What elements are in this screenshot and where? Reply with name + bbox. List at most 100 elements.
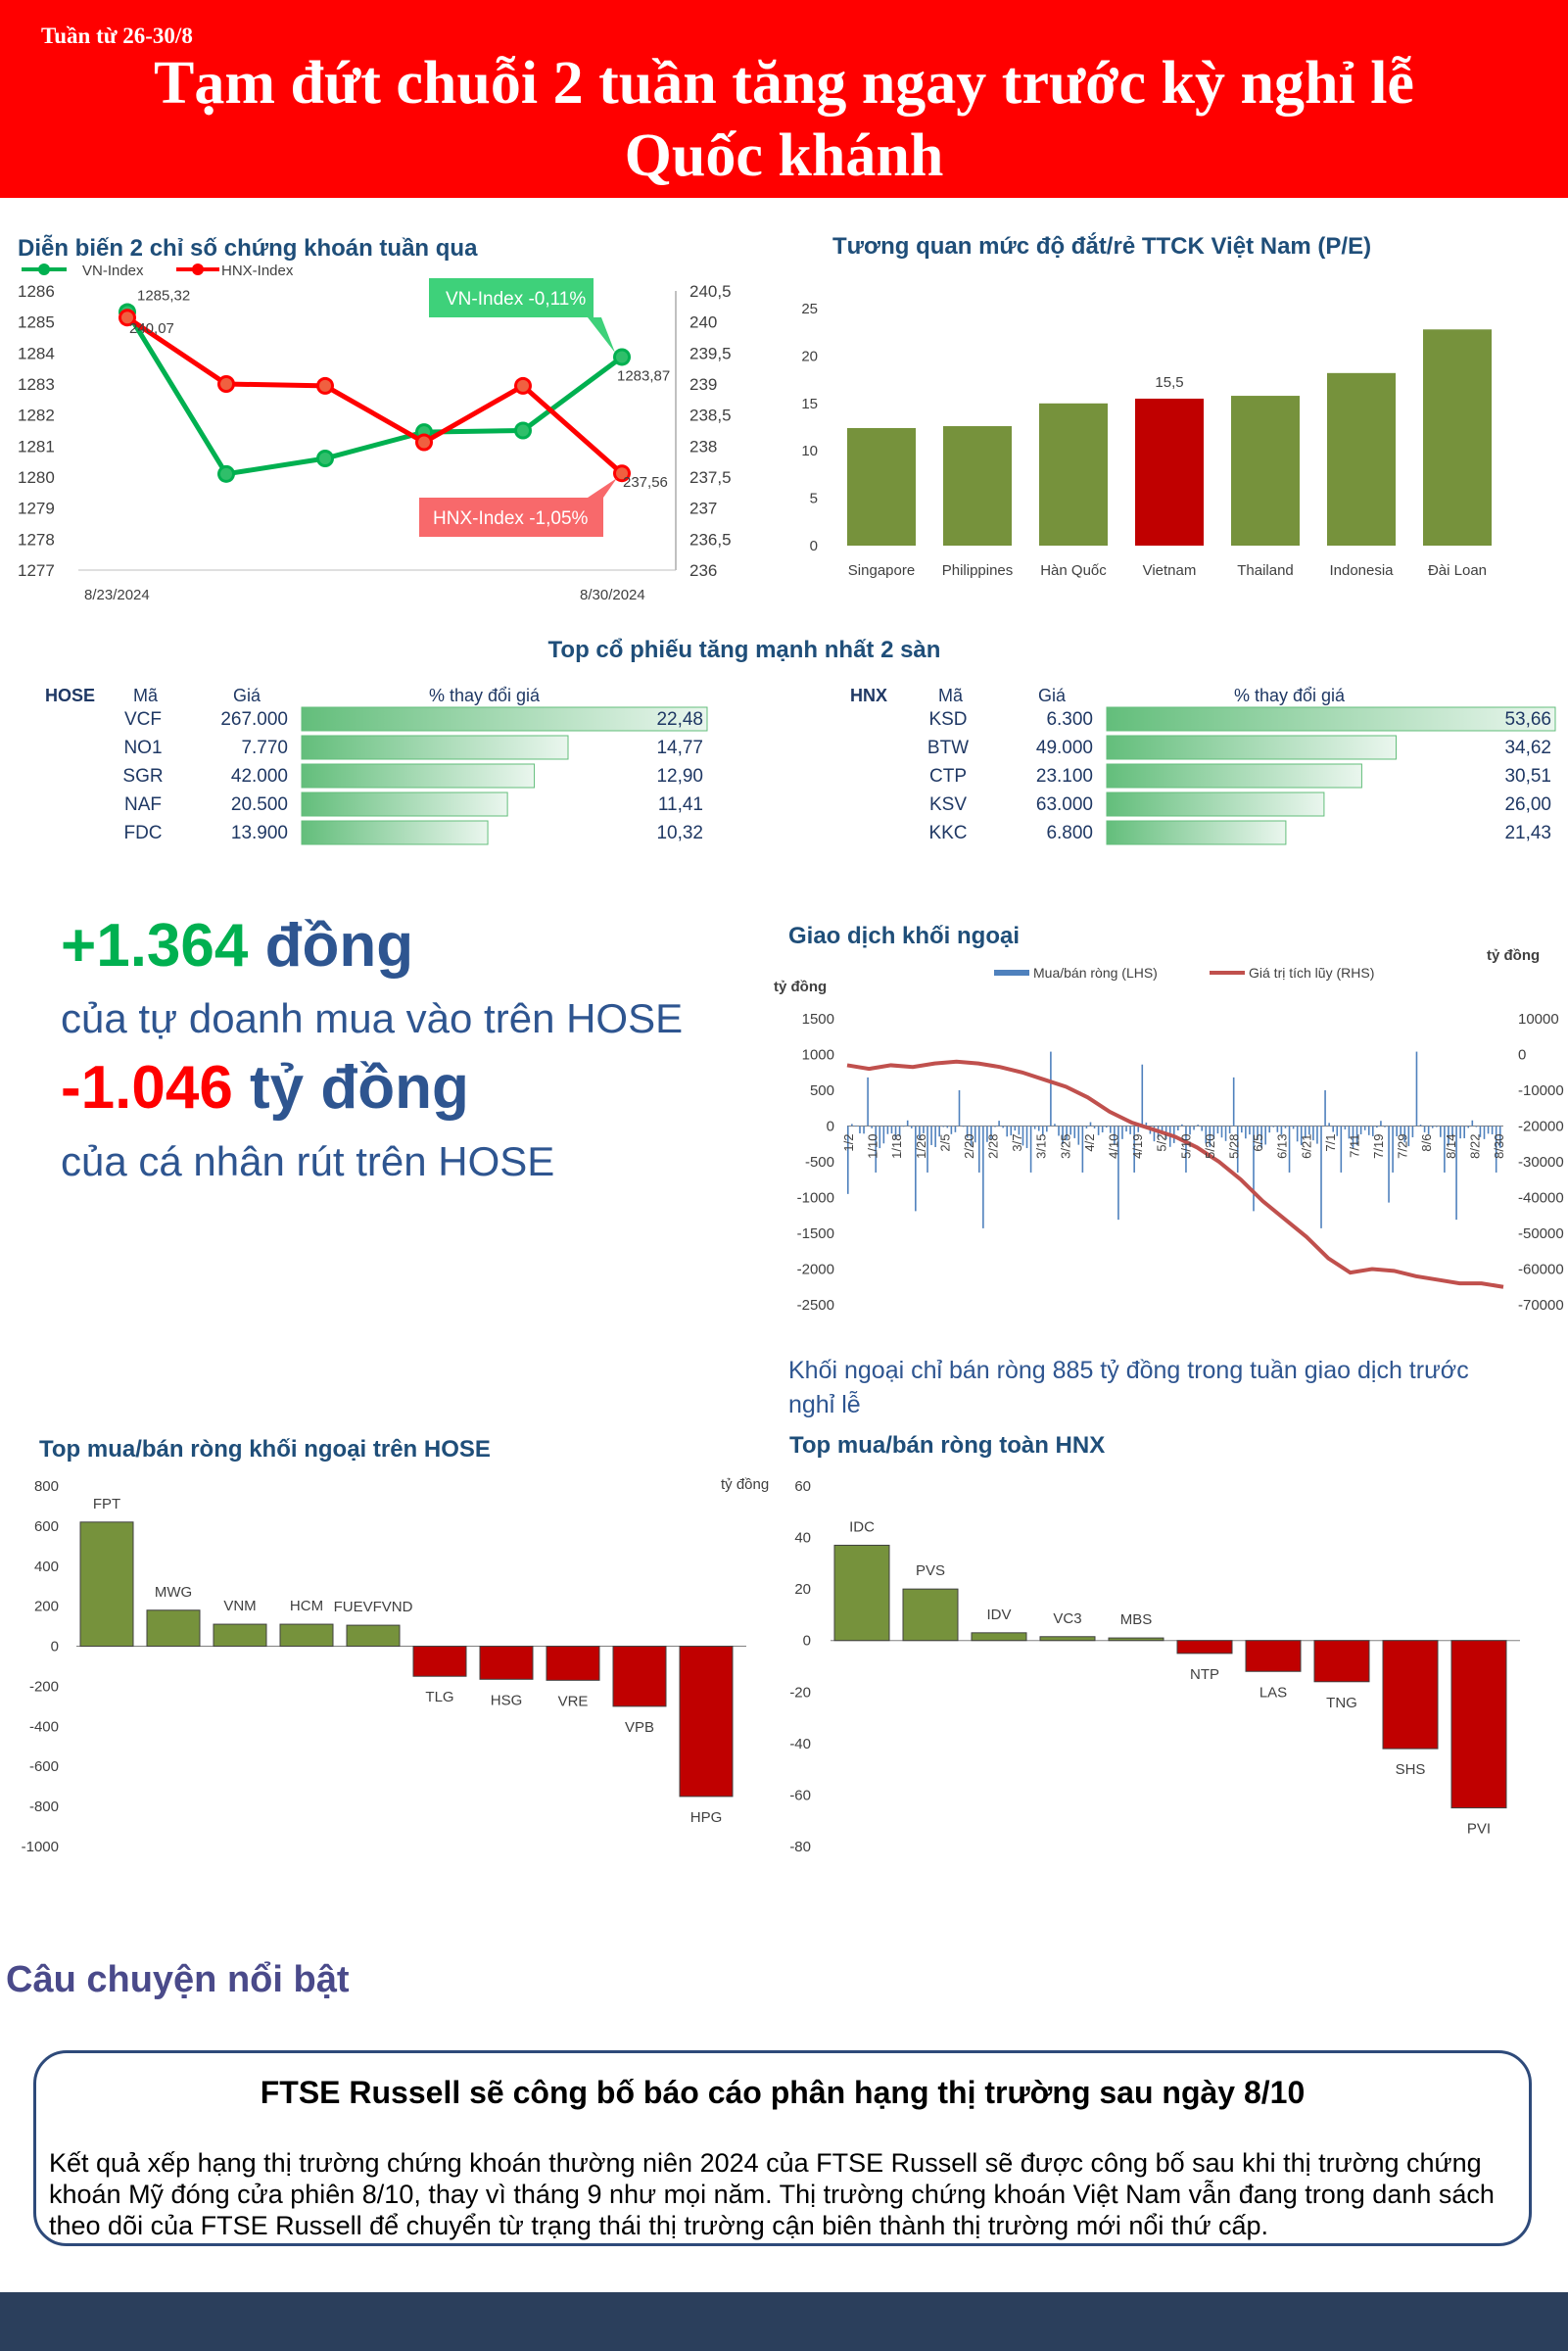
net-flow-bar [855,1126,857,1128]
bar-category-label: SHS [1396,1761,1426,1778]
net-flow-bar [1348,1126,1351,1139]
hose-price: 42.000 [231,766,288,787]
net-flow-bar [1137,1126,1140,1132]
net-flow-bar [1407,1126,1410,1147]
foreign-x-tick: 2/20 [962,1134,976,1159]
net-flow-bar [898,1126,901,1137]
net-flow-bar [1423,1126,1426,1132]
net-flow-bar [1050,1051,1052,1127]
net-flow-bar [1114,1126,1116,1145]
hnx-first-label: 240,07 [129,320,174,337]
net-flow-bar [1101,1126,1104,1132]
hnx-callout-label: HNX-Index -1,05% [433,508,589,529]
hnx-legend-label: HNX-Index [221,263,294,279]
hnx-foreign-title: Top mua/bán ròng toàn HNX [789,1432,1106,1459]
y-tick: 60 [794,1478,811,1495]
net-flow-bar [919,1126,921,1139]
pe-y-tick: 15 [801,396,818,412]
header-banner [0,0,1568,198]
foreign-x-tick: 6/13 [1275,1134,1290,1159]
net-flow-bar [886,1126,889,1134]
net-flow-bar [871,1126,873,1128]
foreign-left-tick: -2000 [797,1262,834,1278]
pe-bar [1423,329,1492,546]
hnx-code: CTP [929,766,967,787]
y-tick: -200 [29,1678,59,1695]
foreign-x-tick: 5/28 [1226,1134,1241,1159]
net-flow-bar [986,1126,988,1142]
pe-bar-chart: 25 20 15 10 5 0 Singapore Philippines Hàn Quốc Vi… [801,301,1492,579]
x-tick-label: 8/30/2024 [580,587,645,603]
line-legend-label: Giá trị tích lũy (RHS) [1249,965,1374,981]
net-flow-bar [1316,1126,1318,1144]
net-flow-bar [1495,1126,1497,1173]
net-flow-bar [1312,1126,1314,1141]
net-flow-bar [851,1124,853,1127]
net-flow-bar [1241,1126,1243,1133]
vn-callout-box [429,278,594,317]
bar-category-label: FUEVFVND [334,1599,413,1615]
hnx-price-header: Giá [1038,686,1067,705]
hnx-code: KKC [928,823,967,843]
net-flow-bar [1236,1126,1239,1173]
net-bar [546,1646,600,1681]
net-bar [1039,1636,1096,1642]
foreign-x-tick: 6/21 [1299,1134,1313,1159]
net-flow-bar [1125,1126,1127,1132]
net-flow-bar [1037,1126,1040,1131]
net-bar [679,1646,734,1798]
net-flow-bar [1022,1126,1024,1146]
net-flow-bar [1411,1126,1414,1137]
hose-code: VCF [124,709,162,730]
net-flow-bar [1002,1126,1004,1128]
hnx-price: 6.300 [1046,709,1093,730]
net-flow-bar [1077,1126,1080,1145]
net-flow-bar [1491,1126,1494,1134]
left-axis-tick: 1286 [18,282,55,301]
hnx-change-bar [1106,820,1287,845]
foreign-right-tick: -10000 [1518,1082,1564,1099]
net-flow-bar [1459,1126,1461,1139]
series-line-1 [125,315,624,476]
pe-y-tick: 20 [801,348,818,364]
prop-trading-unit: đồng [248,912,414,980]
net-bar [213,1623,267,1648]
foreign-x-tick: 5/20 [1203,1134,1217,1159]
net-flow-bar [998,1121,1000,1127]
net-flow-bar [1197,1125,1199,1127]
hnx-price: 6.800 [1046,823,1093,843]
hose-change-value: 10,32 [656,823,703,843]
foreign-x-tick: 8/6 [1419,1134,1434,1152]
index-chart-title: Diễn biến 2 chỉ số chứng khoán tuần qua [18,235,478,262]
net-flow-bar [1205,1126,1208,1144]
hose-code: SGR [122,766,163,787]
net-flow-bar [1025,1126,1028,1149]
net-flow-bar [1181,1124,1183,1127]
bar-category-label: IDV [986,1607,1011,1623]
net-flow-bar [1209,1126,1212,1147]
net-flow-bar [1133,1126,1135,1173]
net-flow-bar [923,1126,925,1133]
hose-code: NO1 [123,738,162,758]
net-flow-bar [1463,1126,1465,1138]
left-axis-tick: 1281 [18,437,55,456]
net-flow-bar [1355,1126,1358,1146]
hnx-code-header: Mã [938,686,964,705]
y-tick: -80 [789,1839,811,1851]
hnx-change-bar [1106,706,1556,732]
foreign-right-tick: -70000 [1518,1297,1564,1314]
gainers-tables: HOSE Mã Giá % thay đổi giá VCF 267.000 22,48 NO… [45,686,1556,845]
net-flow-bar [1403,1126,1406,1143]
net-flow-bar [1062,1126,1064,1144]
net-flow-bar [1029,1126,1032,1173]
foreign-right-tick: -30000 [1518,1154,1564,1171]
y-tick: 20 [794,1581,811,1598]
right-axis-tick: 236 [689,561,717,580]
y-tick: 600 [34,1518,59,1535]
foreign-left-tick: -1000 [797,1190,834,1207]
y-tick: -600 [29,1758,59,1775]
net-flow-bar [1300,1126,1303,1145]
net-flow-bar [1177,1126,1179,1131]
right-axis-tick: 240 [689,313,717,332]
retail-headline: -1.046 tỷ đồng [61,1053,469,1123]
